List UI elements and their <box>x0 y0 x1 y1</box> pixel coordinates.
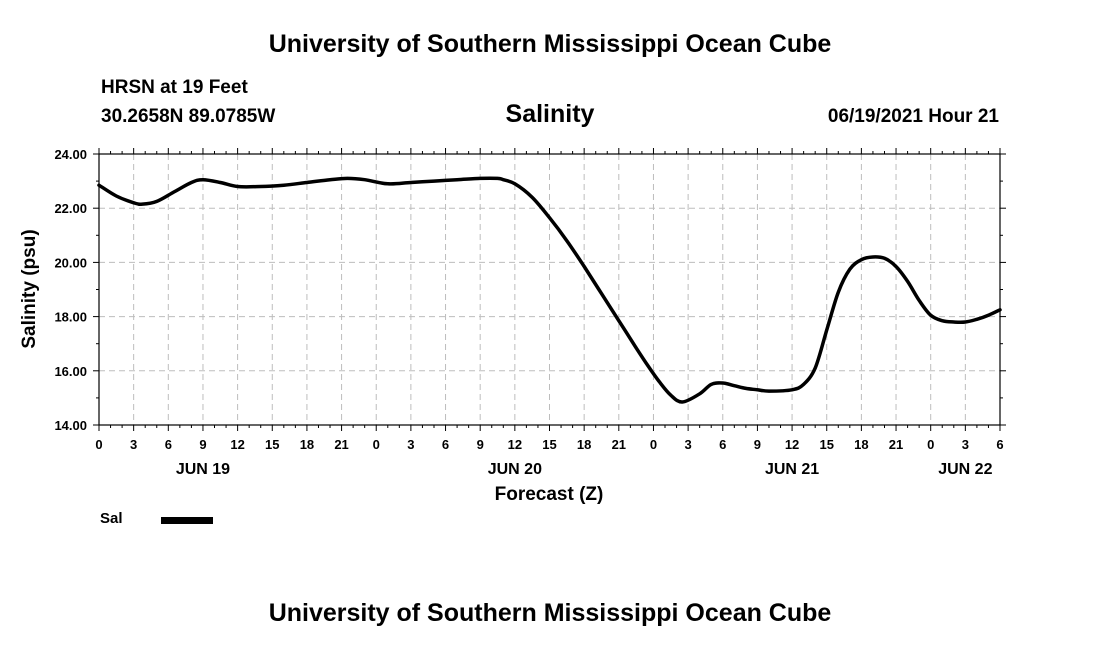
axis-labels: 14.00 16.00 18.00 20.00 22.00 24.00 0 3 6 9 12 15 18… <box>54 147 1003 478</box>
y-axis-title: Salinity (psu) <box>19 229 40 348</box>
axis-ticks <box>93 148 1006 431</box>
chart-title: Salinity <box>505 100 595 128</box>
x-tick-label: 15 <box>819 437 833 452</box>
x-tick-label: 12 <box>230 437 244 452</box>
y-tick-label: 14.00 <box>54 418 87 433</box>
x-tick-label: 6 <box>996 437 1003 452</box>
legend-label: Sal <box>100 510 123 527</box>
x-tick-label: 15 <box>542 437 556 452</box>
x-tick-label: 0 <box>650 437 657 452</box>
x-tick-label: 9 <box>477 437 484 452</box>
salinity-series-line <box>97 176 1002 404</box>
x-tick-label: 12 <box>508 437 522 452</box>
x-tick-label: 21 <box>334 437 348 452</box>
x-tick-label: 12 <box>785 437 799 452</box>
date-label: JUN 22 <box>938 461 992 478</box>
x-tick-label: 3 <box>684 437 691 452</box>
page-title: University of Southern Mississippi Ocean… <box>268 30 832 58</box>
x-tick-label: 9 <box>199 437 206 452</box>
footer-title: University of Southern Mississippi Ocean… <box>268 599 832 627</box>
y-tick-label: 20.00 <box>54 255 87 270</box>
y-tick-label: 18.00 <box>54 310 87 325</box>
legend-line-swatch <box>161 517 213 524</box>
x-tick-label: 0 <box>373 437 380 452</box>
x-tick-label: 21 <box>612 437 626 452</box>
date-label: JUN 20 <box>488 461 542 478</box>
chart-grid <box>99 154 1000 425</box>
forecast-date: 06/19/2021 Hour 21 <box>827 106 999 127</box>
x-tick-label: 3 <box>962 437 969 452</box>
x-tick-label: 6 <box>442 437 449 452</box>
x-tick-label: 6 <box>165 437 172 452</box>
x-tick-label: 21 <box>889 437 903 452</box>
x-tick-label: 6 <box>719 437 726 452</box>
x-tick-label: 9 <box>754 437 761 452</box>
y-tick-label: 22.00 <box>54 201 87 216</box>
x-axis-title: Forecast (Z) <box>495 484 604 505</box>
x-tick-label: 0 <box>927 437 934 452</box>
x-tick-label: 18 <box>854 437 868 452</box>
x-tick-label: 15 <box>265 437 279 452</box>
x-tick-label: 3 <box>407 437 414 452</box>
date-label: JUN 19 <box>176 461 230 478</box>
station-coordinates: 30.2658N 89.0785W <box>101 106 276 127</box>
x-tick-label: 18 <box>577 437 591 452</box>
x-tick-label: 0 <box>95 437 102 452</box>
station-name: HRSN at 19 Feet <box>101 77 248 98</box>
x-tick-label: 3 <box>130 437 137 452</box>
x-tick-label: 18 <box>300 437 314 452</box>
y-tick-label: 24.00 <box>54 147 87 162</box>
date-label: JUN 21 <box>765 461 819 478</box>
y-tick-label: 16.00 <box>54 364 87 379</box>
